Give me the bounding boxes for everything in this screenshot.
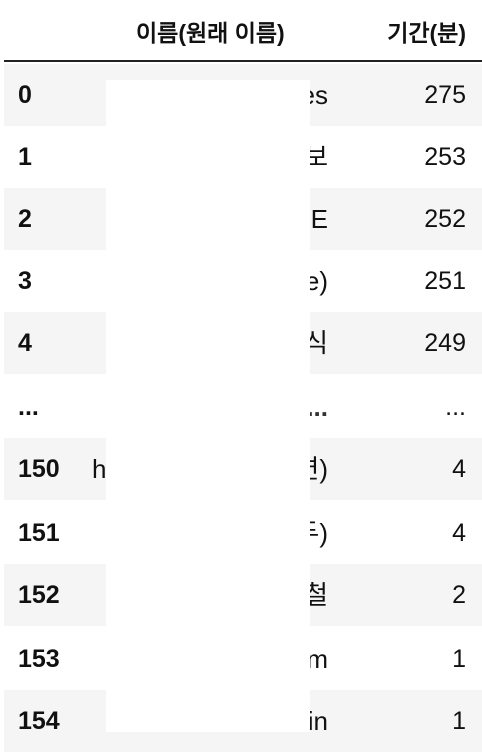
row-name-prefix: h	[92, 454, 107, 484]
row-index: 150	[18, 455, 60, 483]
row-duration: 1	[452, 645, 466, 673]
row-duration: 1	[452, 707, 466, 735]
table-header: 이름(원래 이름) 기간(분)	[0, 0, 482, 62]
row-name: 식	[304, 328, 328, 358]
row-index: 152	[18, 581, 60, 609]
row-index: 2	[18, 205, 32, 233]
row-duration: 2	[452, 581, 466, 609]
row-duration: ...	[445, 393, 466, 421]
row-name: in	[307, 706, 328, 736]
row-duration: 253	[424, 143, 466, 171]
row-duration: 4	[452, 519, 466, 547]
row-name: ...	[306, 392, 328, 422]
row-duration: 275	[424, 81, 466, 109]
row-name: 철	[304, 580, 328, 610]
row-name: E	[310, 204, 328, 234]
column-header-name: 이름(원래 이름)	[136, 20, 285, 46]
table-row-ellipsis: ... ... ...	[4, 376, 482, 438]
row-index: 3	[18, 267, 32, 295]
row-duration: 251	[424, 267, 466, 295]
row-index: ...	[18, 393, 39, 421]
header-divider	[4, 60, 482, 62]
table-row: 1 보 253	[4, 126, 482, 188]
row-name: 보	[304, 142, 328, 172]
row-index: 1	[18, 143, 32, 171]
row-index: 154	[18, 707, 60, 735]
row-duration: 4	[452, 455, 466, 483]
row-duration: 252	[424, 205, 466, 233]
row-index: 0	[18, 81, 32, 109]
row-index: 153	[18, 645, 60, 673]
row-index: 4	[18, 329, 32, 357]
column-header-duration: 기간(분)	[387, 20, 466, 46]
row-name: m	[306, 644, 328, 674]
redaction-mask	[106, 80, 310, 732]
row-index: 151	[18, 519, 60, 547]
row-duration: 249	[424, 329, 466, 357]
table-row: 153 m 1	[4, 628, 482, 690]
row-name: e)	[304, 266, 328, 296]
table-row: 3 e) 251	[4, 250, 482, 312]
